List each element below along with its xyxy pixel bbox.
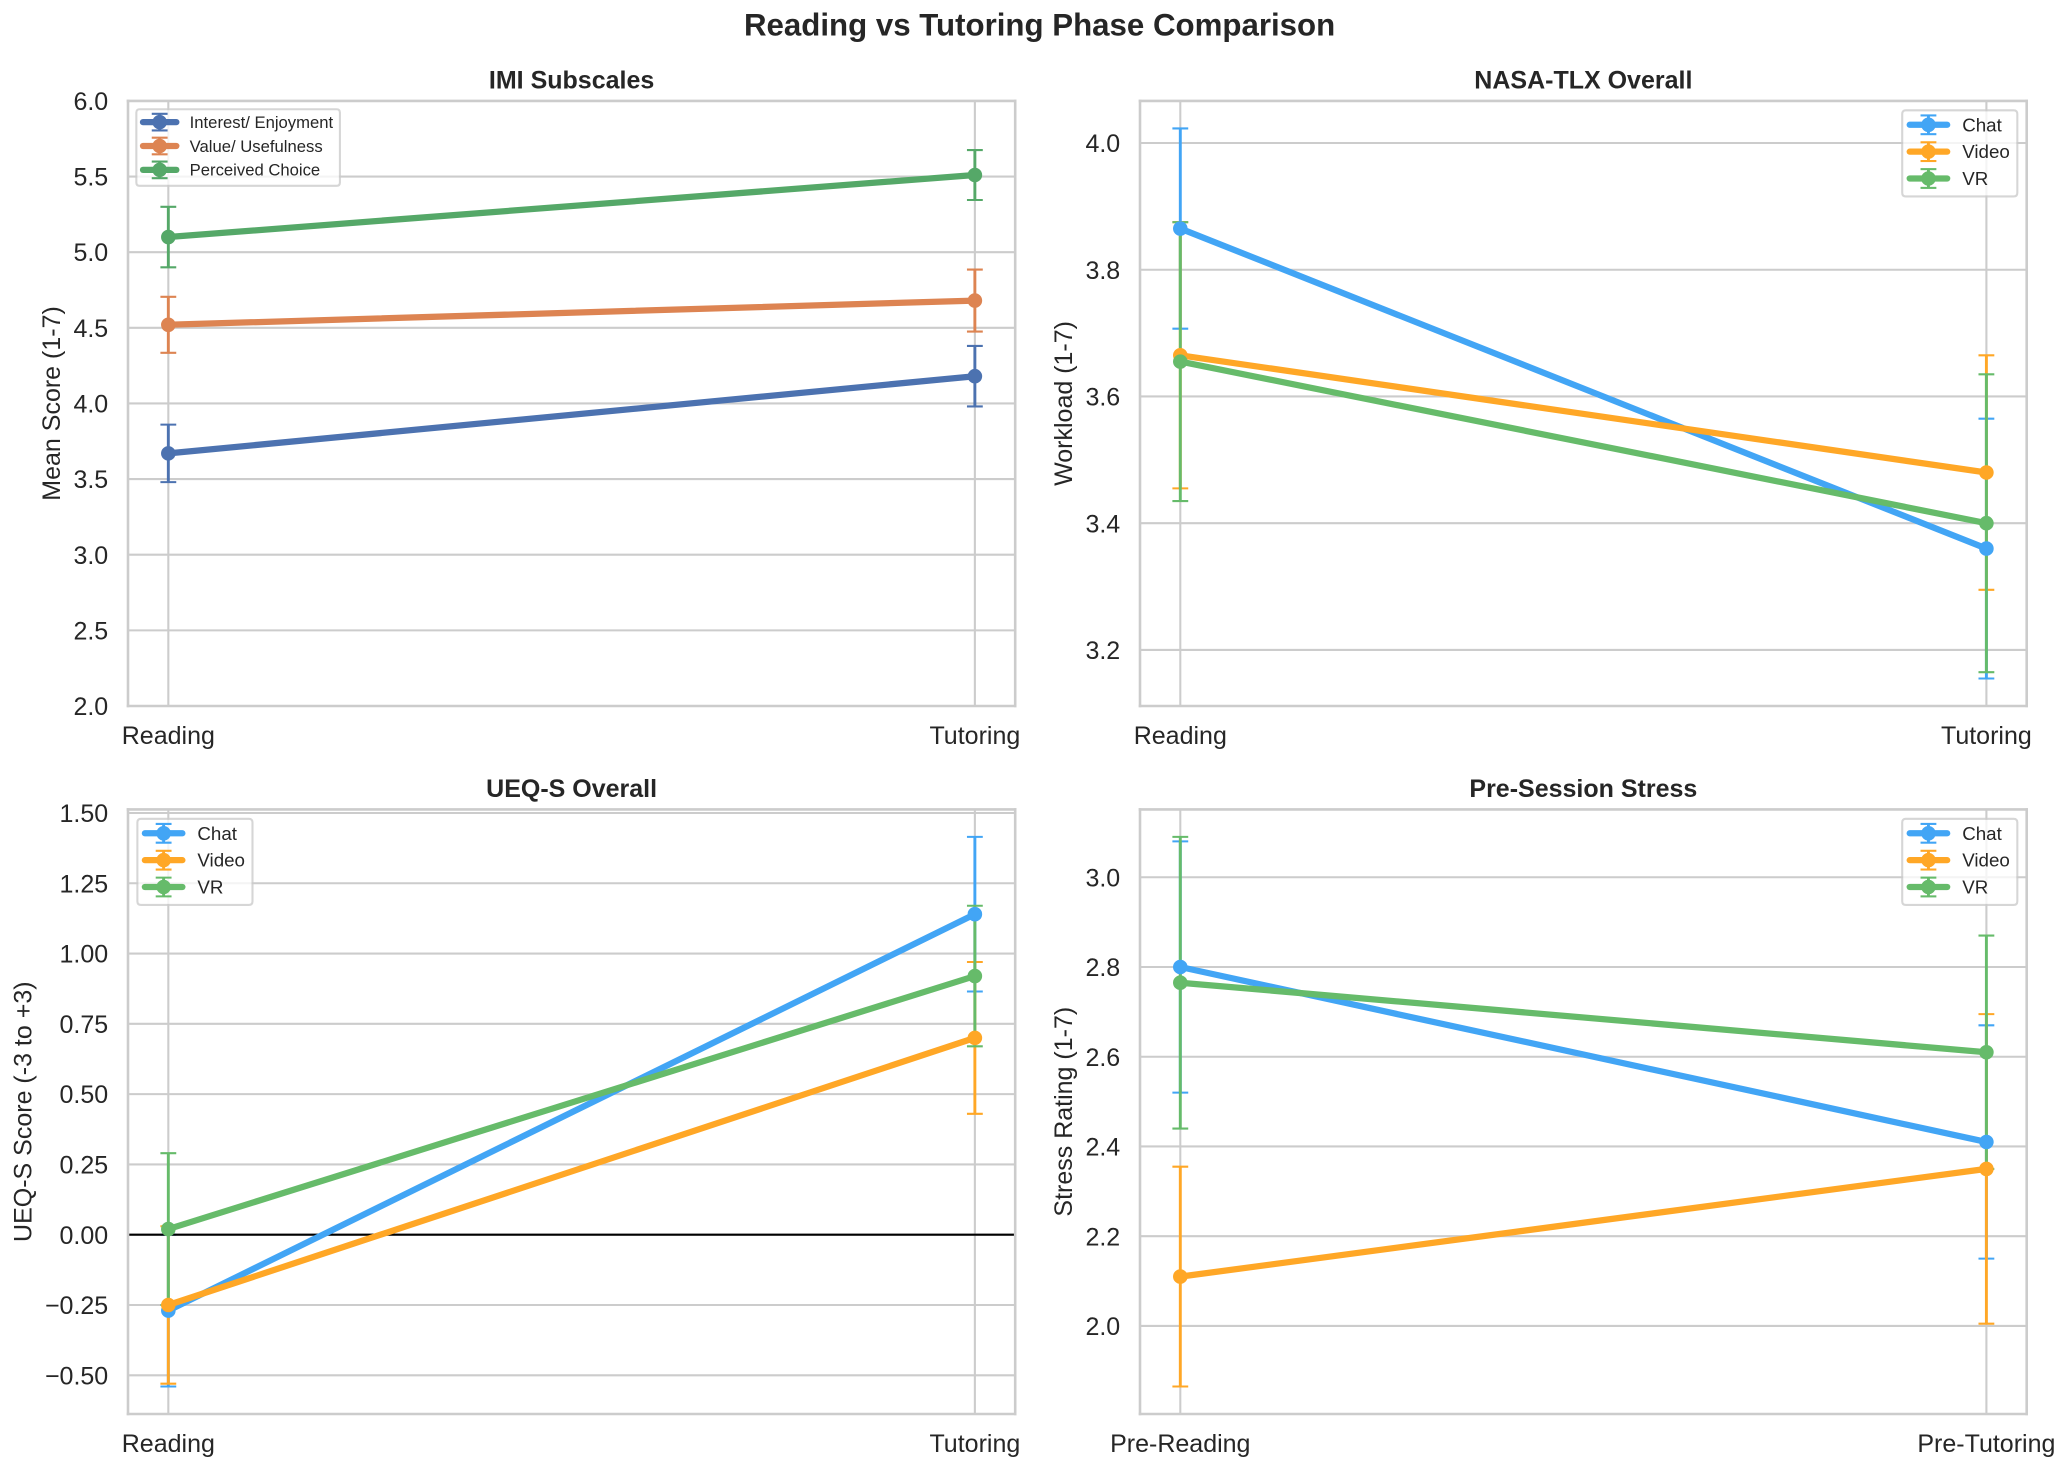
svg-text:IMI Subscales: IMI Subscales <box>489 66 654 94</box>
svg-text:5.5: 5.5 <box>73 164 108 192</box>
svg-text:Video: Video <box>1962 141 2010 162</box>
svg-text:3.4: 3.4 <box>1085 510 1120 538</box>
svg-text:2.0: 2.0 <box>73 693 108 721</box>
svg-text:VR: VR <box>1962 877 1988 898</box>
svg-text:Perceived Choice: Perceived Choice <box>190 161 321 180</box>
svg-text:−0.50: −0.50 <box>45 1362 108 1390</box>
svg-text:4.0: 4.0 <box>1085 130 1120 158</box>
svg-text:Pre-Reading: Pre-Reading <box>1110 1430 1250 1458</box>
svg-text:Value/ Usefulness: Value/ Usefulness <box>190 137 323 156</box>
svg-text:NASA-TLX Overall: NASA-TLX Overall <box>1474 66 1692 94</box>
svg-text:1.00: 1.00 <box>60 941 109 969</box>
svg-text:3.0: 3.0 <box>73 542 108 570</box>
svg-text:Chat: Chat <box>197 823 237 844</box>
svg-text:Chat: Chat <box>1962 114 2002 135</box>
svg-text:Pre-Session Stress: Pre-Session Stress <box>1469 775 1697 803</box>
svg-text:Interest/ Enjoyment: Interest/ Enjoyment <box>190 113 334 132</box>
svg-text:2.5: 2.5 <box>73 617 108 645</box>
svg-text:3.5: 3.5 <box>73 466 108 494</box>
svg-text:4.5: 4.5 <box>73 315 108 343</box>
svg-text:−0.25: −0.25 <box>45 1292 108 1320</box>
svg-text:Video: Video <box>197 850 245 871</box>
svg-text:3.8: 3.8 <box>1085 257 1120 285</box>
svg-text:3.6: 3.6 <box>1085 384 1120 412</box>
svg-text:Tutoring: Tutoring <box>929 1430 1020 1458</box>
svg-text:Reading vs Tutoring Phase Comp: Reading vs Tutoring Phase Comparison <box>744 8 1335 43</box>
svg-text:Tutoring: Tutoring <box>929 722 1020 750</box>
svg-text:2.2: 2.2 <box>1085 1223 1120 1251</box>
svg-text:Stress Rating (1-7): Stress Rating (1-7) <box>1050 1007 1078 1217</box>
svg-text:4.0: 4.0 <box>73 391 108 419</box>
svg-text:2.0: 2.0 <box>1085 1313 1120 1341</box>
svg-text:VR: VR <box>1962 168 1988 189</box>
svg-text:Mean Score (1-7): Mean Score (1-7) <box>38 306 66 501</box>
svg-text:2.4: 2.4 <box>1085 1134 1120 1162</box>
svg-text:0.25: 0.25 <box>60 1151 109 1179</box>
svg-text:2.8: 2.8 <box>1085 954 1120 982</box>
svg-text:UEQ-S Score (-3 to +3): UEQ-S Score (-3 to +3) <box>9 981 37 1242</box>
svg-text:Reading: Reading <box>122 1430 215 1458</box>
svg-text:Reading: Reading <box>1134 722 1227 750</box>
svg-text:VR: VR <box>197 877 223 898</box>
svg-text:2.6: 2.6 <box>1085 1044 1120 1072</box>
svg-text:0.00: 0.00 <box>60 1222 109 1250</box>
svg-text:Workload (1-7): Workload (1-7) <box>1050 321 1078 486</box>
svg-text:UEQ-S Overall: UEQ-S Overall <box>486 775 657 803</box>
svg-text:Video: Video <box>1962 850 2010 871</box>
svg-text:6.0: 6.0 <box>73 88 108 116</box>
svg-text:3.0: 3.0 <box>1085 864 1120 892</box>
svg-text:0.75: 0.75 <box>60 1011 109 1039</box>
svg-text:Reading: Reading <box>122 722 215 750</box>
svg-text:1.50: 1.50 <box>60 800 109 828</box>
svg-text:Tutoring: Tutoring <box>1941 722 2032 750</box>
svg-text:Pre-Tutoring: Pre-Tutoring <box>1917 1430 2055 1458</box>
svg-text:5.0: 5.0 <box>73 239 108 267</box>
svg-text:3.2: 3.2 <box>1085 637 1120 665</box>
svg-text:1.25: 1.25 <box>60 870 109 898</box>
svg-text:0.50: 0.50 <box>60 1081 109 1109</box>
svg-text:Chat: Chat <box>1962 823 2002 844</box>
